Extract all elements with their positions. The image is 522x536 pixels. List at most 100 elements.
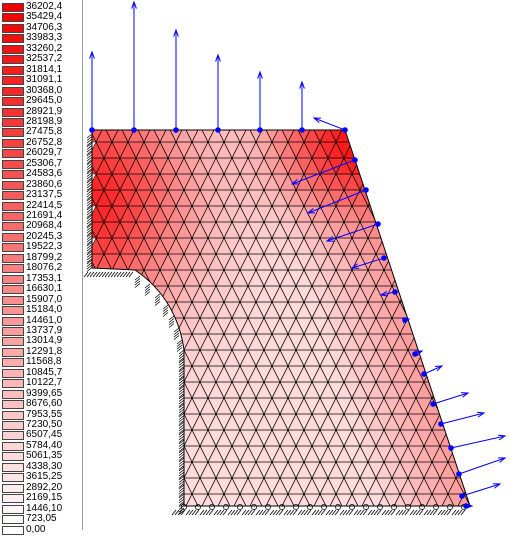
- field-cell: [120, 446, 136, 462]
- field-cell: [408, 478, 424, 494]
- field-cell: [192, 190, 208, 206]
- field-cell: [160, 130, 176, 142]
- field-cell: [232, 398, 248, 414]
- field-cell: [232, 302, 248, 318]
- mesh-element: [95, 365, 113, 383]
- legend-entry: 1446,10: [0, 503, 82, 515]
- mesh-element: [415, 221, 433, 239]
- field-cell: [448, 254, 464, 270]
- field-cell: [368, 286, 384, 302]
- field-cell: [328, 430, 344, 446]
- field-cell: [176, 270, 192, 286]
- mesh-element: [111, 461, 129, 479]
- field-cell: [456, 270, 470, 286]
- legend-swatch: [2, 65, 24, 75]
- mesh-element: [111, 301, 129, 319]
- field-cell: [312, 366, 328, 382]
- field-cell: [168, 130, 184, 142]
- mesh-element: [447, 130, 465, 143]
- legend-swatch: [2, 441, 24, 451]
- mesh-element: [415, 317, 433, 335]
- field-cell: [200, 174, 216, 190]
- mesh-element: [159, 381, 177, 399]
- field-cell: [248, 158, 264, 174]
- field-cell: [296, 318, 312, 334]
- mesh-element: [472, 286, 488, 302]
- legend-swatch: [2, 326, 24, 336]
- field-cell: [144, 462, 160, 478]
- field-cell: [352, 430, 368, 446]
- legend-swatch: [2, 421, 24, 430]
- field-cell: [368, 430, 384, 446]
- field-cell: [456, 142, 470, 158]
- legend-value: 33983,3: [26, 32, 63, 44]
- field-cell: [344, 286, 360, 302]
- field-cell: [264, 206, 280, 222]
- field-cell: [376, 318, 392, 334]
- mesh-element: [111, 397, 129, 415]
- mesh-element: [143, 461, 161, 479]
- field-cell: [360, 254, 376, 270]
- field-cell: [280, 222, 296, 238]
- field-cell: [352, 318, 368, 334]
- field-cell: [360, 270, 376, 286]
- field-cell: [424, 478, 440, 494]
- mesh-element: [423, 221, 441, 239]
- field-cell: [368, 254, 384, 270]
- legend-entry: 7953,55: [0, 409, 82, 421]
- legend-value: 16630,1: [26, 283, 63, 295]
- field-cell: [456, 206, 470, 222]
- mesh-element: [455, 130, 470, 143]
- legend-swatch: [2, 368, 24, 378]
- support-symbol: [395, 509, 410, 516]
- mesh-element: [407, 493, 425, 506]
- mesh-element: [423, 333, 441, 351]
- field-cell: [296, 462, 312, 478]
- field-cell: [112, 142, 128, 158]
- field-cell: [384, 286, 400, 302]
- field-cell: [256, 494, 272, 506]
- field-cell: [112, 398, 128, 414]
- field-cell: [264, 462, 280, 478]
- field-cell: [432, 382, 448, 398]
- field-cell: [464, 206, 470, 222]
- field-cell: [296, 430, 312, 446]
- legend-swatch: [2, 452, 24, 462]
- field-cell: [344, 238, 360, 254]
- load-arrow: [456, 457, 507, 477]
- field-cell: [320, 222, 336, 238]
- mesh-element: [480, 398, 496, 414]
- mesh-element: [215, 493, 233, 506]
- field-cell: [408, 382, 424, 398]
- field-cell: [208, 286, 224, 302]
- mesh-element: [480, 302, 496, 318]
- mesh-element: [391, 253, 409, 271]
- mesh-element: [92, 381, 97, 399]
- field-cell: [248, 366, 264, 382]
- legend-value: 23137,5: [26, 189, 63, 201]
- mesh-element: [359, 141, 377, 159]
- field-cell: [256, 446, 272, 462]
- mesh-element: [92, 365, 105, 383]
- field-cell: [360, 130, 376, 142]
- field-cell: [360, 366, 376, 382]
- mesh-element: [95, 493, 113, 506]
- field-cell: [240, 414, 256, 430]
- mesh-element: [431, 205, 449, 223]
- field-cell: [280, 382, 296, 398]
- support-symbol: [178, 421, 185, 434]
- mesh-element: [95, 349, 113, 367]
- mesh-element: [423, 285, 441, 303]
- legend-swatch: [2, 23, 24, 33]
- field-cell: [160, 270, 176, 286]
- field-cell: [104, 302, 120, 318]
- mesh-element: [439, 173, 457, 191]
- field-cell: [184, 462, 200, 478]
- legend-value: 2169,15: [26, 492, 63, 504]
- field-cell: [136, 158, 152, 174]
- roller-symbol: [237, 504, 243, 510]
- field-cell: [152, 382, 168, 398]
- field-cell: [168, 222, 184, 238]
- mesh-element: [375, 141, 393, 159]
- field-cell: [424, 142, 440, 158]
